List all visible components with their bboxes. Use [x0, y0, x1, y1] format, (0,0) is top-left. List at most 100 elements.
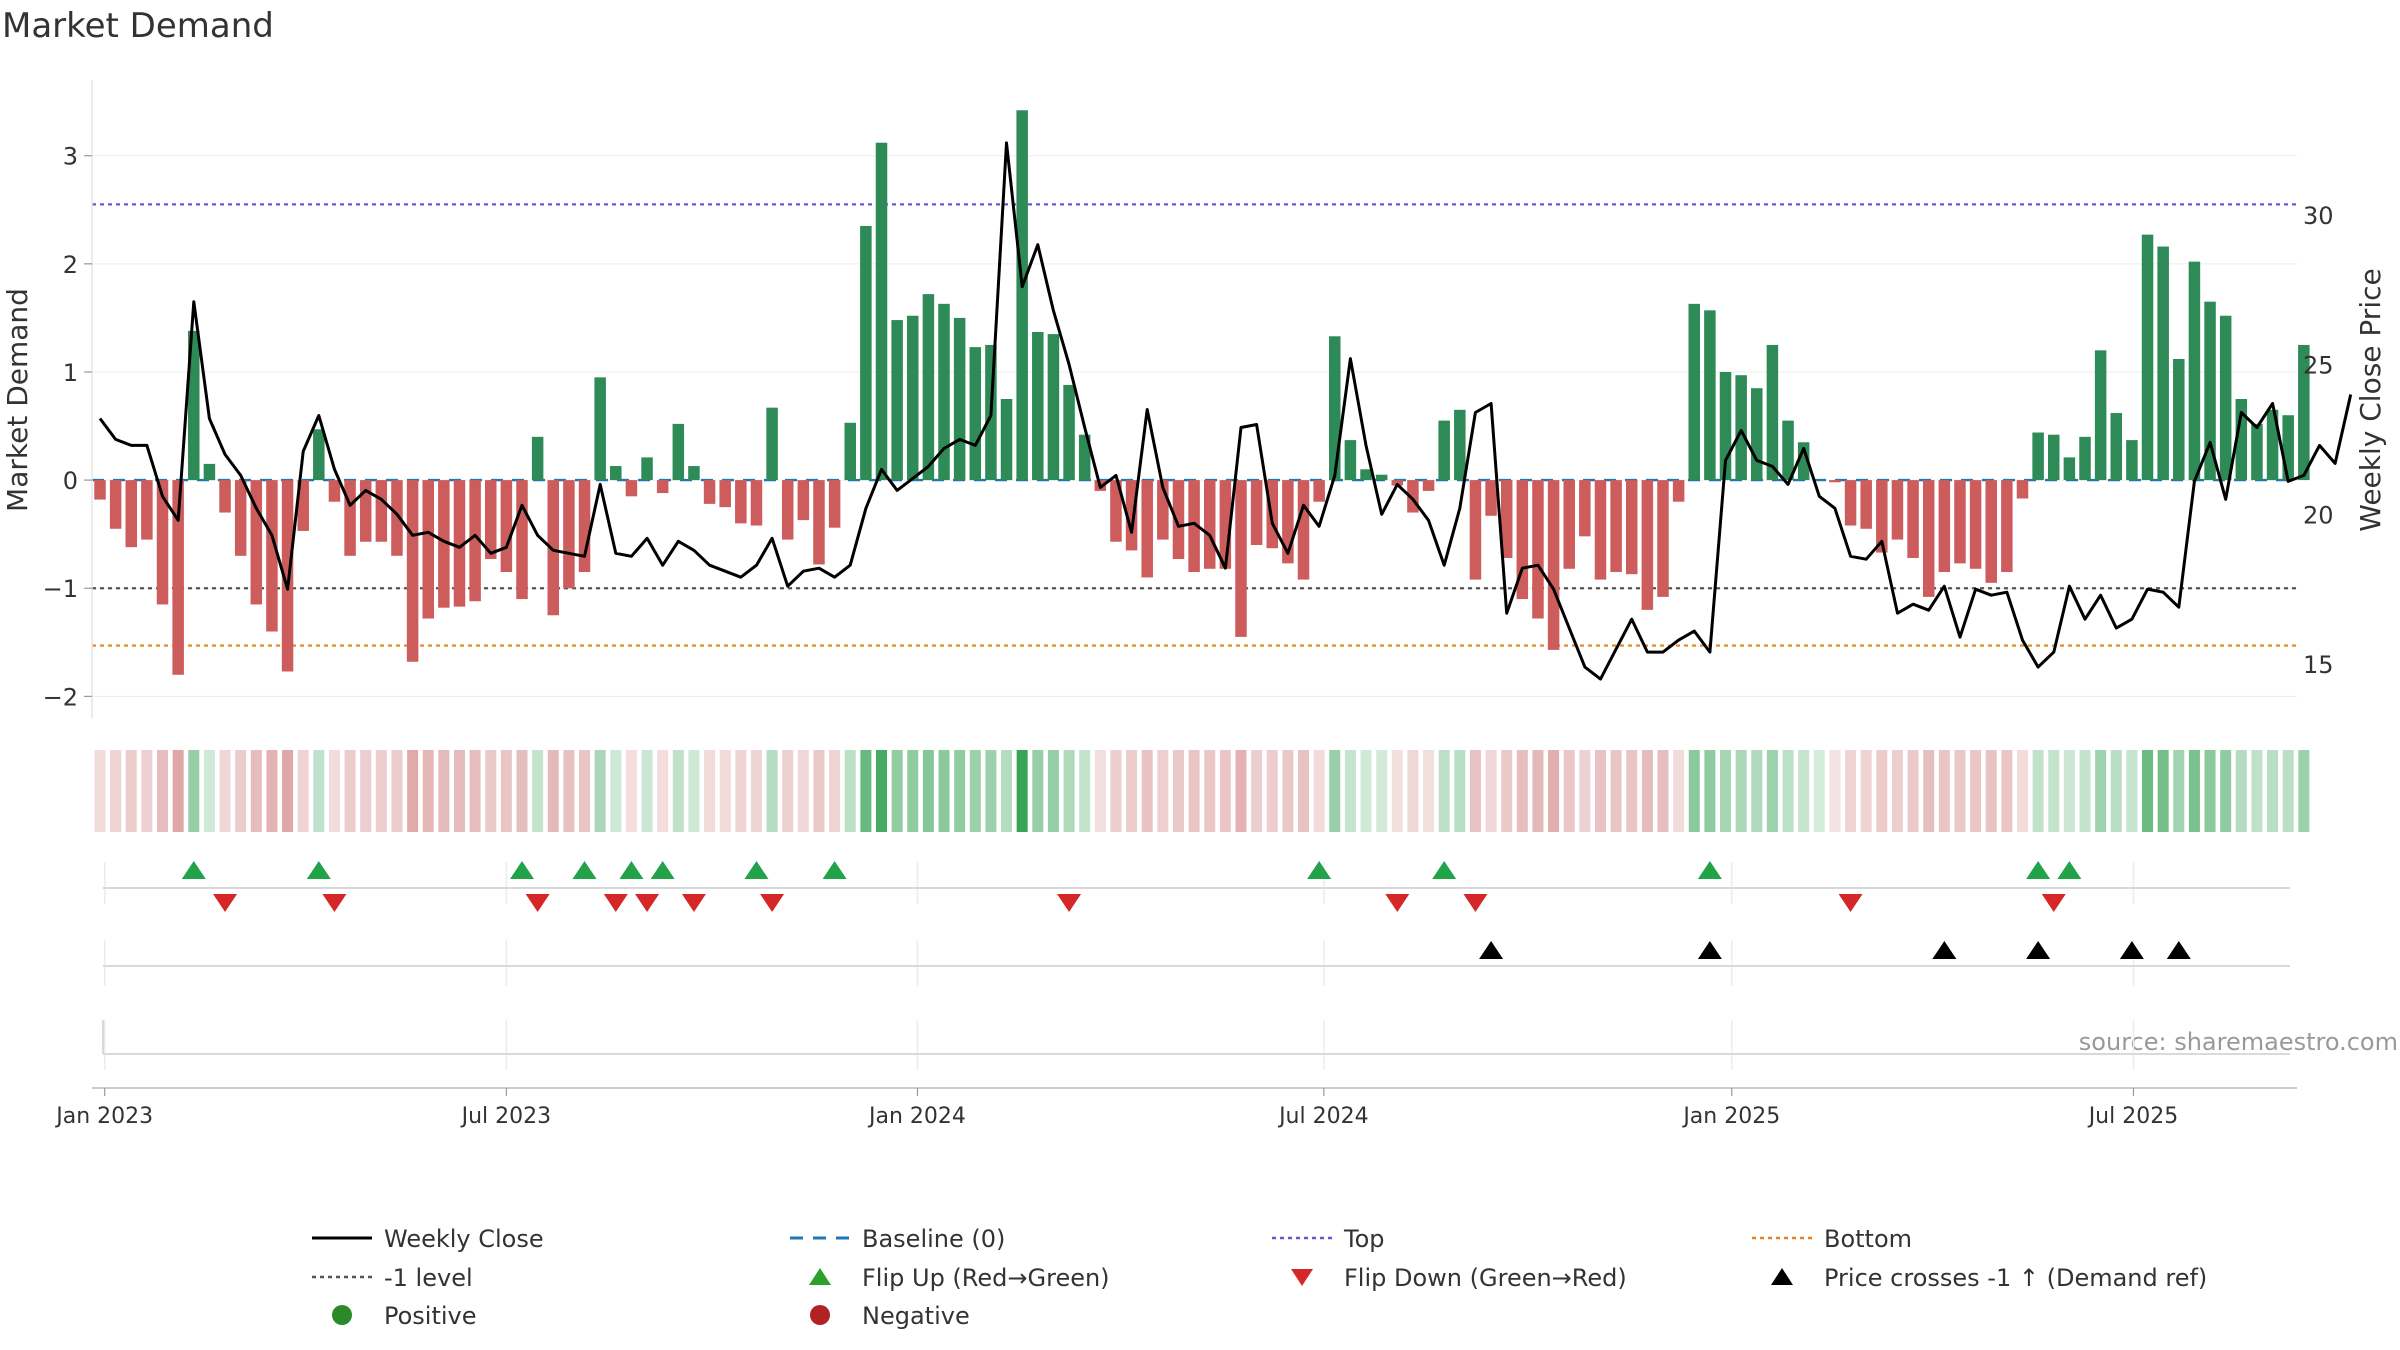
demand-bar-positive — [1813, 480, 1826, 481]
demand-bar-positive — [1063, 384, 1075, 481]
strip-cell-positive — [2235, 750, 2247, 832]
strip-cell-negative — [422, 750, 434, 832]
strip-cell-positive — [672, 750, 684, 832]
demand-bar-positive — [1797, 442, 1810, 481]
strip-cell-positive — [688, 750, 700, 832]
demand-bar-negative — [1500, 480, 1513, 558]
strip-cell-negative — [1829, 750, 1841, 832]
demand-bar-negative — [578, 480, 591, 573]
demand-bar-negative — [719, 480, 731, 508]
x-tick-label: Jan 2023 — [54, 1104, 153, 1129]
demand-bar-negative — [266, 480, 278, 632]
legend-item: Price crosses -1 ↑ (Demand ref) — [1771, 1264, 2207, 1292]
demand-bar-negative — [422, 480, 434, 619]
demand-bar-positive — [2126, 440, 2138, 481]
strip-cell-negative — [2016, 750, 2028, 832]
strip-cell-negative — [1188, 750, 1200, 832]
strip-cell-negative — [1501, 750, 1513, 832]
strip-cell-positive — [1079, 750, 1091, 832]
demand-bar-negative — [1157, 480, 1169, 540]
demand-bar-negative — [750, 480, 763, 526]
x-tick-label: Jul 2024 — [1277, 1104, 1369, 1129]
strip-cell-positive — [594, 750, 606, 832]
strip-cell-negative — [157, 750, 169, 832]
flip-down-marker — [603, 894, 628, 912]
x-tick-label: Jan 2025 — [1681, 1104, 1780, 1129]
strip-cell-positive — [1360, 750, 1372, 832]
strip-cell-positive — [2079, 750, 2091, 832]
demand-bar-negative — [1625, 480, 1638, 575]
strip-cell-positive — [766, 750, 778, 832]
strip-cell-positive — [2188, 750, 2200, 832]
y2-tick-label: 20 — [2303, 501, 2334, 529]
demand-bar-negative — [1250, 480, 1263, 545]
strip-cell-negative — [360, 750, 372, 832]
strip-cell-negative — [1641, 750, 1653, 832]
strip-cell-negative — [1251, 750, 1263, 832]
strip-cell-positive — [2126, 750, 2138, 832]
demand-bar-positive — [766, 407, 778, 481]
strip-cell-negative — [1985, 750, 1997, 832]
flip-up-marker — [2026, 861, 2051, 879]
strip-cell-negative — [1313, 750, 1325, 832]
strip-cell-negative — [94, 750, 106, 832]
demand-bar-positive — [2204, 301, 2216, 481]
flip-up-marker — [510, 861, 535, 879]
demand-bar-negative — [1969, 480, 1982, 569]
demand-bar-negative — [735, 480, 747, 524]
y2-tick-label: 25 — [2303, 352, 2334, 380]
legend-item: Bottom — [1752, 1225, 1912, 1253]
demand-bar-negative — [406, 480, 419, 662]
strip-cell-positive — [2173, 750, 2185, 832]
y-tick-label: 2 — [63, 251, 78, 279]
strip-cell-positive — [891, 750, 903, 832]
demand-bar-negative — [172, 480, 184, 675]
demand-bar-negative — [547, 480, 560, 616]
strip-cell-negative — [172, 750, 184, 832]
flip-down-marker — [1838, 894, 1863, 912]
strip-cell-negative — [516, 750, 528, 832]
demand-bar-negative — [1516, 480, 1529, 600]
demand-bar-positive — [2251, 423, 2263, 481]
flip-down-marker — [1463, 894, 1488, 912]
strip-cell-negative — [282, 750, 294, 832]
demand-bar-positive — [2235, 399, 2248, 481]
strip-cell-negative — [1532, 750, 1544, 832]
strip-cell-positive — [860, 750, 872, 832]
flip-up-marker — [650, 861, 675, 879]
strip-cell-positive — [1704, 750, 1716, 832]
demand-bar-positive — [2032, 432, 2044, 481]
flip-down-marker — [213, 894, 238, 912]
demand-bar-negative — [1469, 480, 1482, 580]
price-cross-marker — [1697, 941, 1722, 959]
demand-bar-negative — [485, 480, 497, 560]
demand-bar-negative — [1672, 480, 1685, 502]
strip-cell-negative — [1110, 750, 1122, 832]
demand-bar-negative — [438, 480, 450, 608]
demand-bar-negative — [1422, 480, 1435, 491]
demand-bar-negative — [1829, 480, 1841, 483]
demand-bar-negative — [1610, 480, 1622, 573]
x-tick-label: Jul 2025 — [2087, 1104, 2179, 1129]
strip-cell-positive — [2157, 750, 2169, 832]
strip-cell-negative — [657, 750, 669, 832]
strip-cell-positive — [2110, 750, 2122, 832]
legend-swatch-circle — [332, 1305, 352, 1325]
flip-down-marker — [760, 894, 785, 912]
demand-bar-positive — [2282, 415, 2294, 481]
demand-bar-positive — [2079, 436, 2091, 481]
demand-bar-positive — [2157, 246, 2169, 481]
demand-bar-positive — [1047, 334, 1060, 481]
strip-cell-negative — [547, 750, 559, 832]
demand-bar-positive — [2110, 413, 2123, 481]
demand-bar-negative — [1954, 480, 1966, 564]
strip-cell-negative — [110, 750, 122, 832]
demand-bar-negative — [1860, 480, 1872, 529]
price-cross-marker — [2026, 941, 2051, 959]
legend-label: -1 level — [384, 1264, 473, 1292]
strip-cell-negative — [1970, 750, 1982, 832]
strip-cell-negative — [266, 750, 278, 832]
demand-bar-positive — [1719, 371, 1732, 481]
strip-cell-negative — [235, 750, 247, 832]
demand-bar-positive — [1032, 331, 1044, 481]
